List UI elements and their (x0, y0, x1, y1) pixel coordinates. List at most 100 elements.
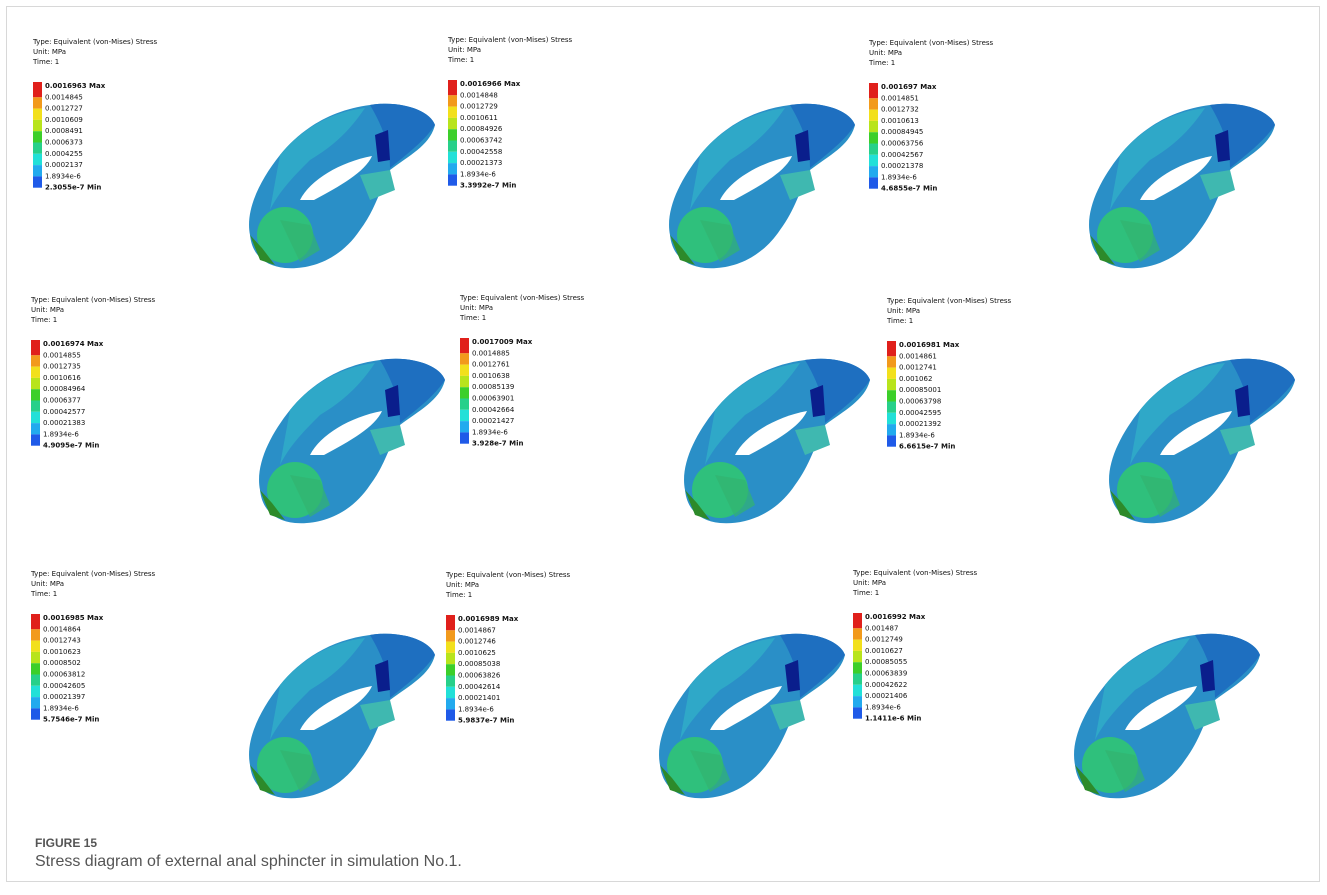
legend-type: Type: Equivalent (von-Mises) Stress (852, 569, 978, 577)
color-band (31, 423, 40, 434)
legend-label: 0.00063812 (43, 671, 85, 679)
legend-label: 0.0012746 (458, 638, 496, 646)
legend-label: 0.0016989 Max (458, 615, 519, 623)
color-band (460, 365, 469, 376)
legend-label: 0.0014885 (472, 349, 510, 357)
color-band (460, 432, 469, 443)
color-band (31, 618, 40, 629)
legend-type: Type: Equivalent (von-Mises) Stress (459, 294, 585, 302)
legend-label: 0.00021406 (865, 692, 908, 700)
legend-label: 0.0014845 (45, 93, 83, 101)
panel: Type: Equivalent (von-Mises) StressUnit:… (459, 294, 870, 523)
legend-label: 0.0012743 (43, 637, 81, 645)
color-band (31, 340, 40, 344)
color-band (448, 129, 457, 140)
color-band (31, 675, 40, 686)
legend-label: 0.00042558 (460, 148, 502, 156)
legend-unit: Unit: MPa (446, 581, 479, 589)
legend-label: 0.0014864 (43, 625, 81, 633)
color-band (853, 707, 862, 718)
legend-label: 5.9837e-7 Min (458, 717, 514, 725)
color-band (460, 376, 469, 387)
legend-label: 0.0012727 (45, 105, 83, 113)
legend-label: 0.0008502 (43, 659, 81, 667)
legend-label: 0.00021383 (43, 419, 85, 427)
legend-label: 0.0014848 (460, 91, 498, 99)
legend-unit: Unit: MPa (448, 46, 481, 54)
legend-label: 4.9095e-7 Min (43, 442, 99, 450)
color-band (853, 613, 862, 617)
legend-label: 1.1411e-6 Min (865, 715, 921, 723)
page: Type: Equivalent (von-Mises) Stress Unit:… (0, 0, 1327, 895)
legend-type: Type: Equivalent (von-Mises) Stress (30, 570, 156, 578)
legend-label: 0.0014855 (43, 351, 81, 359)
panel: Type: Equivalent (von-Mises) StressUnit:… (886, 297, 1295, 523)
sphincter-model (1074, 634, 1260, 799)
sphincter-model (659, 634, 845, 799)
legend-label: 1.8934e-6 (865, 703, 901, 711)
sphincter-model (1089, 104, 1275, 269)
legend-unit: Unit: MPa (31, 580, 64, 588)
color-band (448, 141, 457, 152)
color-band (31, 686, 40, 697)
legend-label: 0.0014867 (458, 626, 496, 634)
legend-label: 0.0016981 Max (899, 341, 960, 349)
color-band (33, 131, 42, 142)
legend-label: 0.0004255 (45, 150, 83, 158)
legend-type: Type: Equivalent (von-Mises) Stress (445, 571, 571, 579)
color-band (31, 629, 40, 640)
legend-type: Type: Equivalent (von-Mises) Stress (886, 297, 1012, 305)
legend-label: 0.0002137 (45, 161, 83, 169)
legend-time: Time: 1 (447, 56, 474, 64)
color-band (31, 378, 40, 389)
legend-label: 3.3992e-7 Min (460, 182, 516, 190)
panels: Type: Equivalent (von-Mises) Stress Unit:… (30, 36, 1295, 798)
legend-time: Time: 1 (32, 58, 59, 66)
color-band (446, 615, 455, 619)
legend-label: 0.0016966 Max (460, 80, 521, 88)
legend-label: 0.00084945 (881, 128, 923, 136)
color-band (460, 410, 469, 421)
color-band (887, 341, 896, 345)
legend-label: 0.0016985 Max (43, 614, 104, 622)
color-band (887, 402, 896, 413)
legend-type: Type: Equivalent (von-Mises) Stress (32, 38, 158, 46)
legend-label: 5.7546e-7 Min (43, 716, 99, 724)
legend-label: 0.00063742 (460, 137, 502, 145)
color-band (460, 421, 469, 432)
color-band (887, 356, 896, 367)
panel: Type: Equivalent (von-Mises) StressUnit:… (852, 569, 1260, 798)
legend-label: 0.00042567 (881, 151, 923, 159)
legend-label: 0.00063756 (881, 140, 924, 148)
legend-type: Type: Equivalent (von-Mises) Stress (447, 36, 573, 44)
color-band (31, 344, 40, 355)
color-band (446, 676, 455, 687)
legend-label: 0.0010638 (472, 372, 510, 380)
color-band (869, 110, 878, 121)
color-band (33, 154, 42, 165)
color-band (869, 155, 878, 166)
legend-label: 1.8934e-6 (881, 173, 917, 181)
legend-label: 0.0006377 (43, 397, 81, 405)
color-band (31, 355, 40, 366)
color-band (33, 176, 42, 187)
legend-label: 1.8934e-6 (458, 705, 494, 713)
legend-label: 0.0016974 Max (43, 340, 104, 348)
legend-label: 0.0012761 (472, 361, 510, 369)
legend-label: 0.00063826 (458, 672, 501, 680)
figure-caption: Stress diagram of external anal sphincte… (35, 853, 462, 871)
color-band (448, 163, 457, 174)
sphincter-model (259, 359, 445, 524)
color-band (869, 132, 878, 143)
color-band (869, 121, 878, 132)
color-band (31, 434, 40, 445)
legend-time: Time: 1 (30, 590, 57, 598)
color-band (31, 614, 40, 618)
legend-label: 1.8934e-6 (43, 430, 79, 438)
legend-label: 0.00085139 (472, 383, 514, 391)
color-band (869, 177, 878, 188)
sphincter-model (1109, 359, 1295, 524)
legend-label: 0.00084964 (43, 385, 86, 393)
legend-label: 0.00042622 (865, 681, 907, 689)
color-band (887, 368, 896, 379)
